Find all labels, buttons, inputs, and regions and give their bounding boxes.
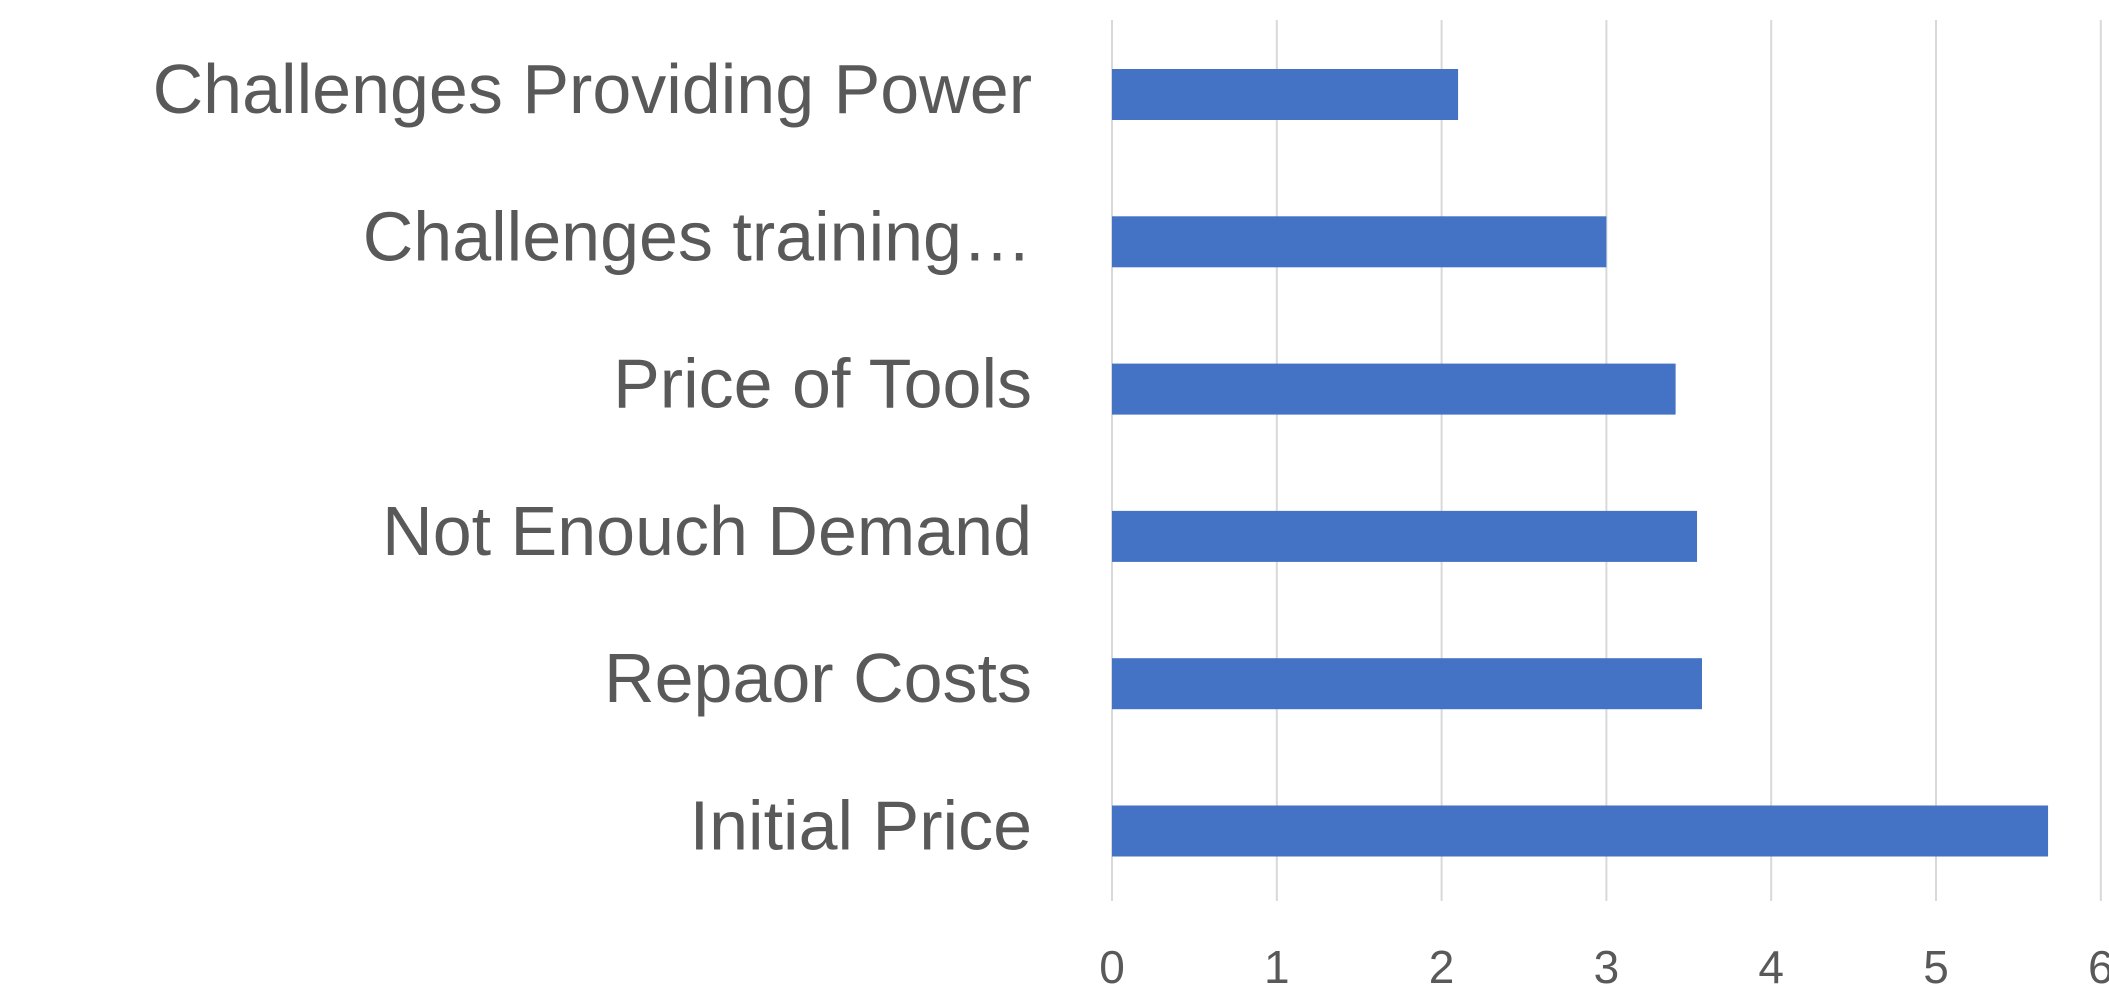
bar xyxy=(1112,363,1676,415)
x-tick-label: 4 xyxy=(1758,941,1784,993)
x-tick-label: 3 xyxy=(1594,941,1620,993)
y-tick-label: Challenges Providing Power xyxy=(153,50,1032,128)
bar xyxy=(1112,658,1702,710)
bar xyxy=(1112,510,1698,562)
y-tick-label: Challenges training… xyxy=(363,197,1032,275)
x-tick-label: 0 xyxy=(1099,941,1125,993)
y-tick-label: Not Enouch Demand xyxy=(382,492,1032,570)
bar xyxy=(1112,216,1607,268)
y-tick-label: Initial Price xyxy=(690,786,1032,864)
y-tick-label: Repaor Costs xyxy=(604,639,1032,717)
x-tick-label: 2 xyxy=(1429,941,1455,993)
x-tick-label: 5 xyxy=(1923,941,1949,993)
bar xyxy=(1112,69,1459,120)
bar xyxy=(1112,805,2049,857)
x-tick-label: 6 xyxy=(2088,941,2109,993)
x-tick-label: 1 xyxy=(1264,941,1290,993)
y-tick-label: Price of Tools xyxy=(613,345,1032,423)
